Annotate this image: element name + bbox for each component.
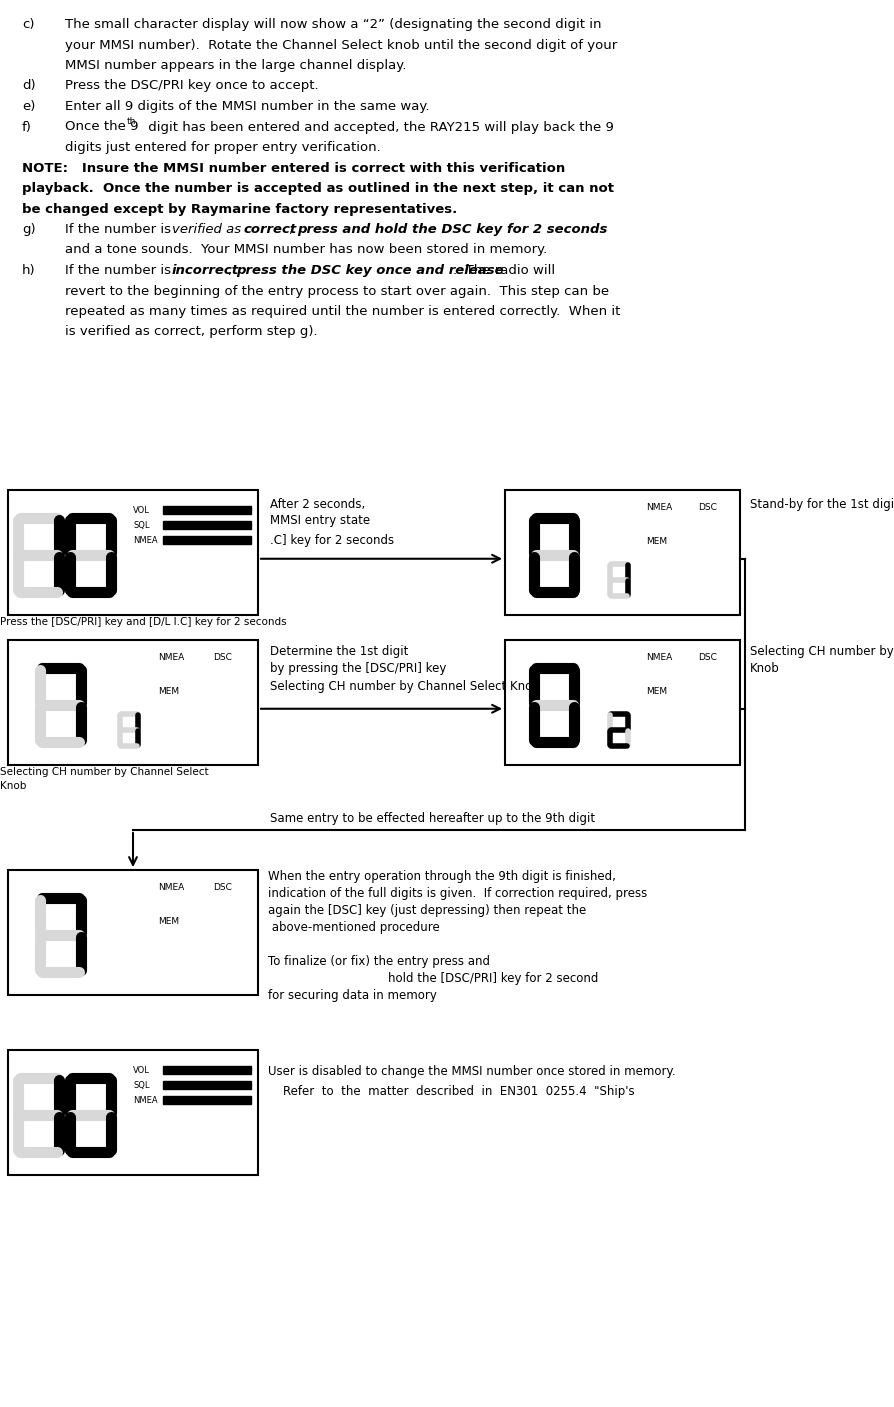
- Text: DSC: DSC: [213, 653, 232, 661]
- Bar: [163, 507, 250, 515]
- Text: revert to the beginning of the entry process to start over again.  This step can: revert to the beginning of the entry pro…: [65, 284, 609, 297]
- Text: .C] key for 2 seconds: .C] key for 2 seconds: [270, 535, 393, 547]
- Text: g): g): [22, 222, 36, 236]
- Text: DSC: DSC: [697, 653, 716, 661]
- Bar: [8, 1050, 257, 1175]
- Text: be changed except by Raymarine factory representatives.: be changed except by Raymarine factory r…: [22, 203, 457, 215]
- Text: If the number is: If the number is: [65, 265, 175, 277]
- Text: SQL: SQL: [133, 1081, 149, 1090]
- Text: and a tone sounds.  Your MMSI number has now been stored in memory.: and a tone sounds. Your MMSI number has …: [65, 243, 546, 256]
- Text: NMEA: NMEA: [133, 1096, 157, 1104]
- Text: NMEA: NMEA: [645, 653, 671, 661]
- Text: again the [DSC] key (just depressing) then repeat the: again the [DSC] key (just depressing) th…: [267, 905, 586, 917]
- Text: DSC: DSC: [213, 882, 232, 892]
- Text: your MMSI number).  Rotate the Channel Select knob until the second digit of you: your MMSI number). Rotate the Channel Se…: [65, 38, 617, 52]
- Text: MEM: MEM: [645, 537, 666, 546]
- Text: MEM: MEM: [158, 688, 179, 696]
- Text: incorrect: incorrect: [172, 265, 239, 277]
- Text: by pressing the [DSC/PRI] key: by pressing the [DSC/PRI] key: [270, 663, 446, 675]
- Text: h): h): [22, 265, 36, 277]
- Text: for securing data in memory: for securing data in memory: [267, 989, 436, 1002]
- Text: ,: ,: [228, 265, 236, 277]
- Bar: [504, 490, 739, 615]
- Text: NMEA: NMEA: [158, 653, 184, 661]
- Text: Determine the 1st digit: Determine the 1st digit: [270, 644, 408, 658]
- Text: above-mentioned procedure: above-mentioned procedure: [267, 922, 439, 934]
- Text: The small character display will now show a “2” (designating the second digit in: The small character display will now sho…: [65, 18, 601, 31]
- Text: Stand-by for the 1st digit entry: Stand-by for the 1st digit entry: [749, 498, 894, 511]
- Text: User is disabled to change the MMSI number once stored in memory.: User is disabled to change the MMSI numb…: [267, 1065, 675, 1078]
- Text: Once the 9: Once the 9: [65, 121, 139, 134]
- Bar: [163, 1081, 250, 1089]
- Bar: [163, 1067, 250, 1075]
- Bar: [163, 1096, 250, 1104]
- Text: c): c): [22, 18, 35, 31]
- Text: MMSI entry state: MMSI entry state: [270, 514, 370, 528]
- Text: .  The radio will: . The radio will: [452, 265, 554, 277]
- Bar: [163, 536, 250, 545]
- Text: indication of the full digits is given.  If correction required, press: indication of the full digits is given. …: [267, 886, 646, 900]
- Text: After 2 seconds,: After 2 seconds,: [270, 498, 365, 511]
- Bar: [8, 490, 257, 615]
- Text: Same entry to be effected hereafter up to the 9th digit: Same entry to be effected hereafter up t…: [270, 812, 595, 825]
- Text: press and hold the DSC key for 2 seconds: press and hold the DSC key for 2 seconds: [297, 222, 607, 236]
- Text: Selecting CH number by Channel Select: Selecting CH number by Channel Select: [749, 644, 894, 658]
- Text: If the number is: If the number is: [65, 222, 175, 236]
- Text: digit has been entered and accepted, the RAY215 will play back the 9: digit has been entered and accepted, the…: [144, 121, 613, 134]
- Text: playback.  Once the number is accepted as outlined in the next step, it can not: playback. Once the number is accepted as…: [22, 182, 613, 196]
- Text: When the entry operation through the 9th digit is finished,: When the entry operation through the 9th…: [267, 870, 615, 884]
- Text: f): f): [22, 121, 32, 134]
- Text: DSC: DSC: [697, 502, 716, 512]
- Bar: [163, 521, 250, 529]
- Text: Press the [DSC/PRI] key and [D/L I.C] key for 2 seconds: Press the [DSC/PRI] key and [D/L I.C] ke…: [0, 618, 286, 628]
- Text: VOL: VOL: [133, 1067, 149, 1075]
- Bar: [8, 640, 257, 765]
- Text: correct: correct: [243, 222, 296, 236]
- Text: repeated as many times as required until the number is entered correctly.  When : repeated as many times as required until…: [65, 305, 620, 318]
- Text: NMEA: NMEA: [133, 536, 157, 545]
- Text: is verified as correct, perform step g).: is verified as correct, perform step g).: [65, 325, 317, 339]
- Text: Knob: Knob: [749, 663, 779, 675]
- Text: MMSI number appears in the large channel display.: MMSI number appears in the large channel…: [65, 59, 406, 72]
- Text: press the DSC key once and release: press the DSC key once and release: [236, 265, 503, 277]
- Text: e): e): [22, 100, 36, 113]
- Bar: [504, 640, 739, 765]
- Text: d): d): [22, 80, 36, 93]
- Text: NMEA: NMEA: [645, 502, 671, 512]
- Text: ,: ,: [289, 222, 297, 236]
- Text: Knob: Knob: [0, 781, 26, 791]
- Text: SQL: SQL: [133, 521, 149, 530]
- Text: NMEA: NMEA: [158, 882, 184, 892]
- Text: th: th: [127, 118, 136, 127]
- Text: Press the DSC/PRI key once to accept.: Press the DSC/PRI key once to accept.: [65, 80, 318, 93]
- Text: MEM: MEM: [645, 688, 666, 696]
- Text: Refer  to  the  matter  described  in  EN301  0255.4  "Ship's: Refer to the matter described in EN301 0…: [267, 1085, 634, 1097]
- Text: verified as: verified as: [172, 222, 245, 236]
- Text: VOL: VOL: [133, 505, 149, 515]
- Text: Enter all 9 digits of the MMSI number in the same way.: Enter all 9 digits of the MMSI number in…: [65, 100, 429, 113]
- Text: digits just entered for proper entry verification.: digits just entered for proper entry ver…: [65, 141, 380, 153]
- Text: Selecting CH number by Channel Select: Selecting CH number by Channel Select: [0, 767, 208, 777]
- Text: hold the [DSC/PRI] key for 2 second: hold the [DSC/PRI] key for 2 second: [267, 972, 598, 985]
- Text: MEM: MEM: [158, 917, 179, 926]
- Text: To finalize (or fix) the entry press and: To finalize (or fix) the entry press and: [267, 955, 489, 968]
- Text: Selecting CH number by Channel Select Knob: Selecting CH number by Channel Select Kn…: [270, 680, 539, 694]
- Text: NOTE:   Insure the MMSI number entered is correct with this verification: NOTE: Insure the MMSI number entered is …: [22, 162, 565, 174]
- Bar: [8, 870, 257, 995]
